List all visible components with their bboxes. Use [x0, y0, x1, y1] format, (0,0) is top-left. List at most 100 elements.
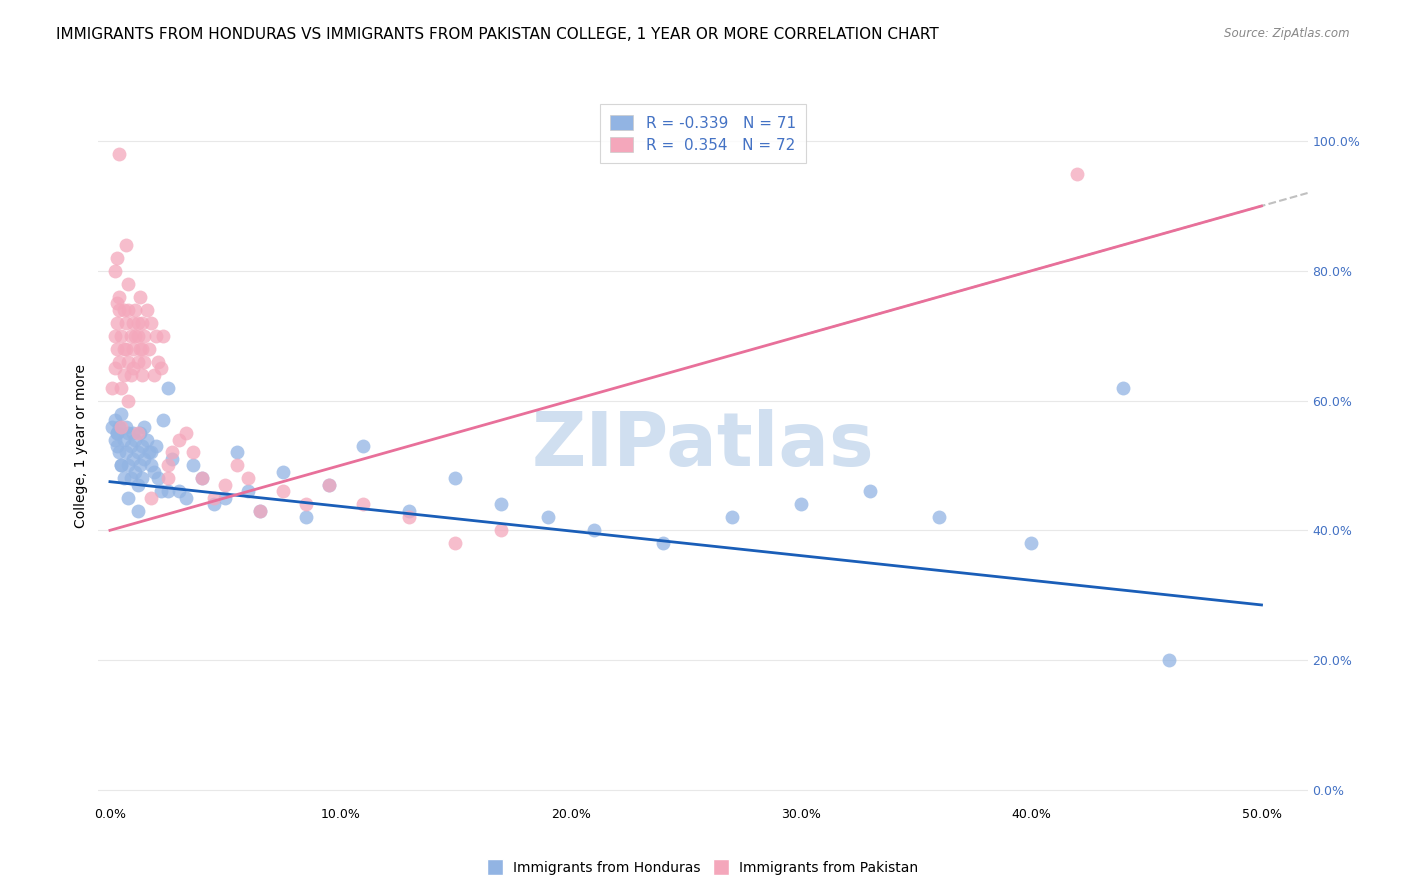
Point — [181, 458, 204, 473]
Point — [105, 296, 128, 310]
Point — [127, 445, 149, 459]
Point — [127, 316, 149, 330]
Point — [128, 342, 150, 356]
Point — [128, 458, 150, 473]
Point — [108, 445, 131, 459]
Point — [115, 238, 138, 252]
Point — [103, 328, 125, 343]
Point — [236, 471, 259, 485]
Point — [103, 361, 125, 376]
Point — [108, 419, 131, 434]
Point — [110, 458, 132, 473]
Point — [318, 478, 340, 492]
Point — [127, 354, 149, 368]
Point — [105, 425, 128, 440]
Point — [352, 439, 374, 453]
Point — [105, 342, 128, 356]
Point — [112, 471, 135, 485]
Point — [127, 504, 149, 518]
Point — [108, 147, 131, 161]
Point — [141, 316, 163, 330]
Point — [536, 510, 558, 524]
Point — [124, 465, 146, 479]
Point — [142, 368, 165, 382]
Point — [790, 497, 813, 511]
Point — [141, 458, 163, 473]
Point — [720, 510, 742, 524]
Y-axis label: College, 1 year or more: College, 1 year or more — [75, 364, 89, 528]
Point — [120, 328, 142, 343]
Point — [131, 342, 153, 356]
Point — [131, 368, 153, 382]
Point — [108, 290, 131, 304]
Point — [105, 425, 128, 440]
Point — [398, 504, 420, 518]
Point — [156, 381, 179, 395]
Text: Source: ZipAtlas.com: Source: ZipAtlas.com — [1225, 27, 1350, 40]
Point — [174, 425, 197, 440]
Legend: R = -0.339   N = 71, R =  0.354   N = 72: R = -0.339 N = 71, R = 0.354 N = 72 — [600, 104, 806, 163]
Point — [271, 465, 294, 479]
Point — [225, 458, 247, 473]
Point — [131, 316, 153, 330]
Point — [582, 524, 605, 538]
Point — [134, 452, 156, 467]
Point — [152, 328, 174, 343]
Point — [928, 510, 950, 524]
Point — [145, 439, 167, 453]
Point — [105, 316, 128, 330]
Point — [225, 445, 247, 459]
Point — [122, 342, 145, 356]
Point — [134, 328, 156, 343]
Point — [1112, 381, 1135, 395]
Point — [110, 381, 132, 395]
Point — [117, 458, 139, 473]
Point — [127, 478, 149, 492]
Point — [135, 433, 157, 447]
Point — [105, 439, 128, 453]
Point — [128, 425, 150, 440]
Point — [124, 302, 146, 317]
Point — [202, 491, 225, 505]
Point — [152, 413, 174, 427]
Point — [156, 471, 179, 485]
Point — [122, 425, 145, 440]
Point — [112, 433, 135, 447]
Point — [191, 471, 214, 485]
Point — [156, 458, 179, 473]
Point — [1019, 536, 1042, 550]
Point — [122, 452, 145, 467]
Point — [112, 368, 135, 382]
Point — [117, 302, 139, 317]
Point — [122, 361, 145, 376]
Point — [160, 452, 183, 467]
Point — [117, 277, 139, 291]
Point — [112, 342, 135, 356]
Point — [108, 354, 131, 368]
Point — [110, 407, 132, 421]
Point — [318, 478, 340, 492]
Point — [117, 425, 139, 440]
Point — [149, 484, 172, 499]
Point — [115, 445, 138, 459]
Point — [110, 419, 132, 434]
Point — [167, 484, 190, 499]
Point — [108, 302, 131, 317]
Point — [131, 471, 153, 485]
Point — [142, 465, 165, 479]
Point — [117, 491, 139, 505]
Point — [398, 510, 420, 524]
Point — [191, 471, 214, 485]
Point — [141, 445, 163, 459]
Point — [128, 290, 150, 304]
Point — [103, 433, 125, 447]
Point — [149, 361, 172, 376]
Point — [352, 497, 374, 511]
Point — [236, 484, 259, 499]
Point — [444, 536, 467, 550]
Point — [294, 510, 316, 524]
Text: IMMIGRANTS FROM HONDURAS VS IMMIGRANTS FROM PAKISTAN COLLEGE, 1 YEAR OR MORE COR: IMMIGRANTS FROM HONDURAS VS IMMIGRANTS F… — [56, 27, 939, 42]
Point — [115, 342, 138, 356]
Point — [141, 491, 163, 505]
Point — [160, 445, 183, 459]
